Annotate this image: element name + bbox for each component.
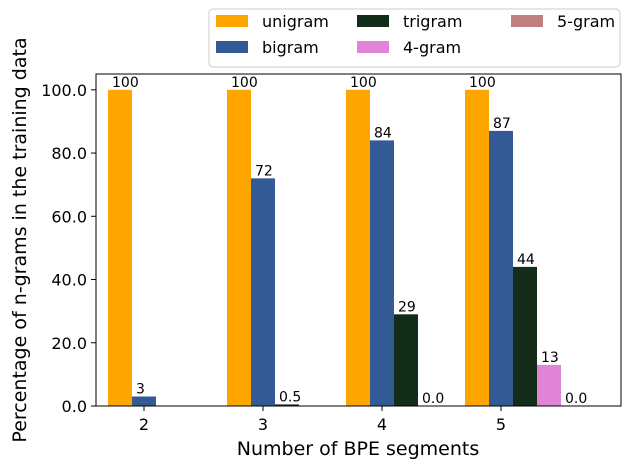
bar-value-label: 100 bbox=[350, 75, 377, 91]
legend-label-unigram: unigram bbox=[262, 12, 329, 31]
bar-unigram-5 bbox=[465, 89, 489, 407]
bar-value-label: 87 bbox=[493, 116, 511, 132]
bar-trigram-5 bbox=[513, 266, 537, 406]
legend-swatch-bigram bbox=[216, 41, 248, 53]
bar-value-label: 0.0 bbox=[565, 391, 587, 407]
bar-trigram-3 bbox=[275, 404, 299, 406]
legend-swatch-4-gram bbox=[357, 41, 389, 53]
bar-unigram-4 bbox=[346, 89, 370, 407]
bar-unigram-3 bbox=[227, 89, 251, 407]
bar-value-label: 0.5 bbox=[279, 389, 301, 405]
legend: unigram bigram trigram 4-gram 5-gram bbox=[208, 8, 621, 68]
x-tick-label: 5 bbox=[496, 415, 506, 434]
y-tick-label: 20.0 bbox=[51, 334, 87, 353]
bar-value-label: 72 bbox=[255, 163, 273, 179]
y-tick-label: 40.0 bbox=[51, 271, 87, 290]
bar-value-label: 3 bbox=[136, 382, 145, 398]
bar-value-label: 84 bbox=[374, 125, 392, 141]
legend-label-4-gram: 4-gram bbox=[403, 38, 461, 57]
bar-value-label: 100 bbox=[231, 75, 258, 91]
legend-swatch-5-gram bbox=[511, 15, 543, 27]
y-tick-label: 100.0 bbox=[41, 81, 87, 100]
x-axis: 2 3 4 5 bbox=[139, 406, 506, 434]
bar-value-label: 13 bbox=[541, 350, 559, 366]
bar-bigram-2 bbox=[132, 396, 156, 406]
bar-value-label: 100 bbox=[469, 75, 496, 91]
bar-4-gram-5 bbox=[537, 364, 561, 406]
plot-frame bbox=[95, 73, 622, 407]
x-tick-label: 2 bbox=[139, 415, 149, 434]
bars-layer bbox=[108, 89, 561, 407]
x-tick-label: 4 bbox=[377, 415, 387, 434]
y-tick-label: 80.0 bbox=[51, 144, 87, 163]
y-axis: 0.0 20.0 40.0 60.0 80.0 100.0 bbox=[41, 81, 96, 416]
bar-value-label: 44 bbox=[517, 252, 535, 268]
y-axis-label: Percentage of n-grams in the training da… bbox=[9, 37, 31, 442]
legend-swatch-trigram bbox=[357, 15, 389, 27]
legend-label-5-gram: 5-gram bbox=[557, 12, 615, 31]
bar-value-label: 29 bbox=[398, 299, 416, 315]
legend-label-trigram: trigram bbox=[403, 12, 462, 31]
bar-labels-layer: 100 100 100 100 3 72 84 87 0.5 29 44 0.0 13 0.0 bbox=[112, 75, 587, 407]
bar-trigram-4 bbox=[394, 314, 418, 406]
bar-value-label: 0.0 bbox=[422, 391, 444, 407]
y-tick-label: 0.0 bbox=[62, 397, 87, 416]
legend-swatch-unigram bbox=[216, 15, 248, 27]
y-tick-label: 60.0 bbox=[51, 207, 87, 226]
legend-label-bigram: bigram bbox=[262, 38, 319, 57]
bar-bigram-4 bbox=[370, 140, 394, 406]
bar-bigram-5 bbox=[489, 130, 513, 406]
bar-value-label: 100 bbox=[112, 75, 139, 91]
x-axis-label: Number of BPE segments bbox=[237, 438, 480, 460]
bar-unigram-2 bbox=[108, 89, 132, 407]
x-tick-label: 3 bbox=[258, 415, 268, 434]
bar-bigram-3 bbox=[251, 178, 275, 406]
